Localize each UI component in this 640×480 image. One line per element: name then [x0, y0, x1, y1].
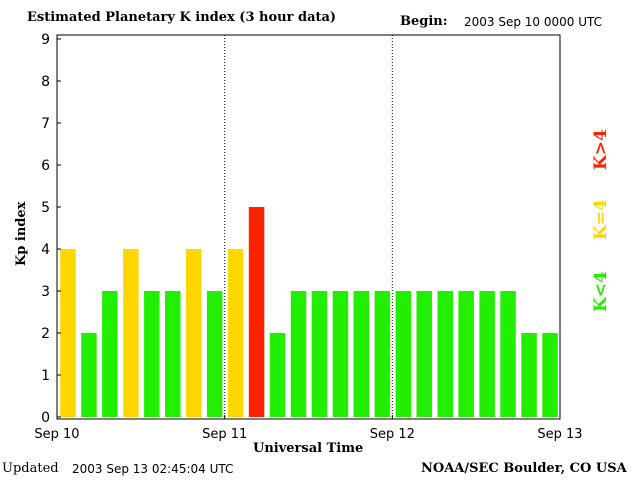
x-axis-label: Universal Time — [253, 441, 364, 456]
day-dividers — [224, 35, 393, 419]
updated-value: 2003 Sep 13 02:45:04 UTC — [72, 462, 234, 476]
y-tick-label: 1 — [41, 368, 50, 384]
chart-title: Estimated Planetary K index (3 hour data… — [27, 10, 337, 25]
kp-bar — [521, 333, 537, 417]
kp-bar — [144, 291, 160, 417]
kp-bar — [186, 249, 202, 417]
x-ticks: Sep 10 Sep 11 Sep 12 Sep 13 — [34, 415, 583, 442]
kp-bar — [311, 291, 328, 417]
kp-bar — [269, 333, 286, 417]
kp-bar — [500, 291, 516, 417]
y-tick-label: 6 — [41, 158, 50, 174]
kp-bar — [458, 291, 474, 417]
y-tick-label: 0 — [41, 410, 50, 426]
source-credit: NOAA/SEC Boulder, CO USA — [421, 461, 627, 476]
kp-bar — [60, 249, 76, 417]
x-tick-label: Sep 10 — [34, 427, 79, 442]
updated-label: Updated — [2, 461, 59, 476]
kp-bar — [290, 291, 307, 417]
y-tick-label: 7 — [41, 116, 50, 132]
x-tick-label: Sep 11 — [202, 427, 247, 442]
kp-bar — [248, 207, 265, 417]
y-tick-label: 4 — [41, 242, 50, 258]
x-tick-label: Sep 12 — [370, 427, 415, 442]
begin-value: 2003 Sep 10 0000 UTC — [464, 15, 603, 29]
kp-bar — [206, 291, 223, 417]
kp-bar — [374, 291, 391, 417]
begin-label: Begin: — [400, 14, 448, 29]
x-tick-label: Sep 13 — [537, 427, 582, 442]
kp-bar — [332, 291, 349, 417]
kp-bar — [165, 291, 181, 417]
y-tick-label: 8 — [41, 74, 50, 90]
kp-bar — [416, 291, 432, 417]
y-tick-label: 2 — [41, 326, 50, 342]
kp-bar — [81, 333, 97, 417]
y-tick-label: 5 — [41, 200, 50, 216]
y-tick-label: 9 — [41, 32, 50, 48]
kp-bar — [353, 291, 370, 417]
kp-bar — [479, 291, 495, 417]
plot-frame — [56, 34, 561, 420]
kp-bar — [102, 291, 118, 417]
legend-high: K>4 — [591, 129, 611, 170]
kp-bar — [395, 291, 412, 417]
y-axis-label: Kp index — [14, 201, 29, 266]
kp-bar — [542, 333, 558, 417]
legend-low: K<4 — [591, 271, 611, 312]
y-tick-label: 3 — [41, 284, 50, 300]
y-ticks: 0 1 2 3 4 5 6 7 8 9 — [41, 32, 61, 426]
bars-group — [60, 207, 558, 417]
kp-bar — [123, 249, 139, 417]
kp-bar — [227, 249, 244, 417]
legend-equal: K=4 — [591, 199, 611, 240]
kp-bar — [437, 291, 453, 417]
